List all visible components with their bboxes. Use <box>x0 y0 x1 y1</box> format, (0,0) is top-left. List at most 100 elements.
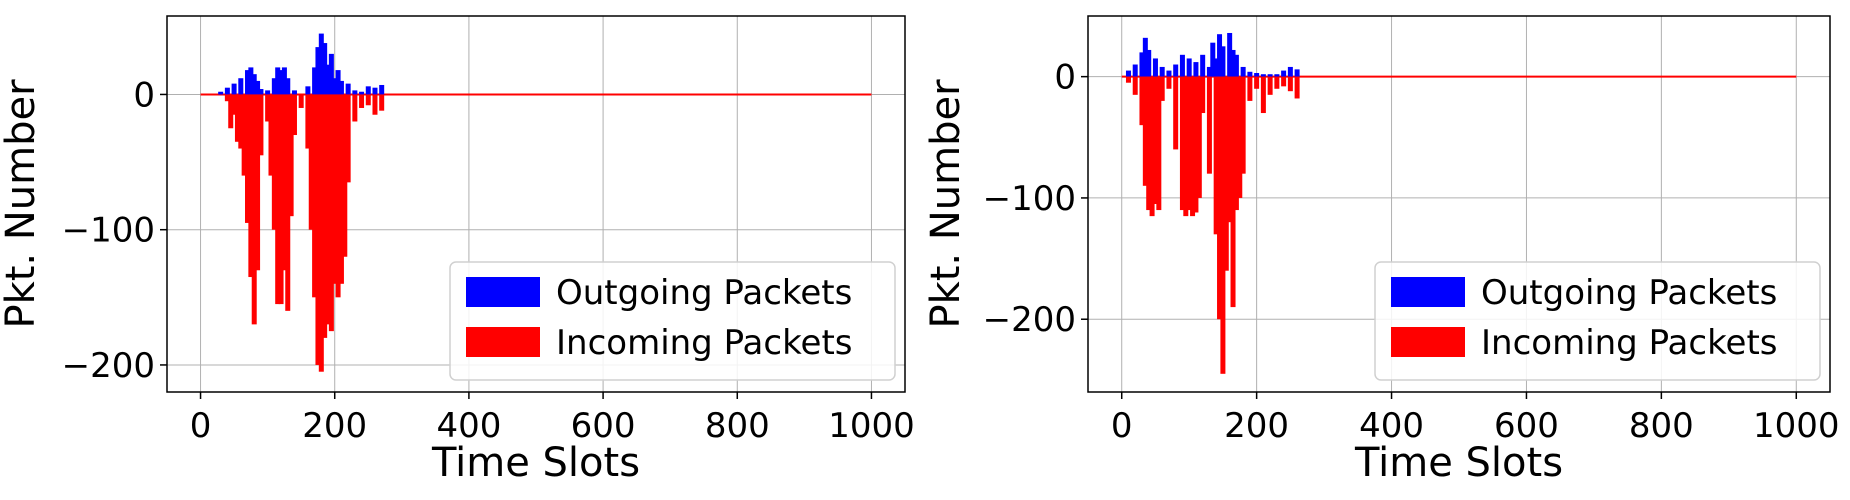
y-tick-label: −200 <box>62 346 155 386</box>
incoming-bar <box>1139 76 1145 126</box>
incoming-bar <box>1196 76 1202 198</box>
outgoing-bar <box>1220 46 1226 77</box>
outgoing-bar <box>285 78 291 95</box>
incoming-bar <box>248 94 254 278</box>
outgoing-bar <box>265 90 271 95</box>
y-tick-label: −200 <box>983 300 1076 340</box>
incoming-bar <box>1156 76 1162 211</box>
incoming-bar <box>332 94 338 284</box>
legend-label-outgoing: Outgoing Packets <box>1481 273 1777 313</box>
incoming-bar <box>298 94 304 108</box>
outgoing-bar <box>1213 58 1219 77</box>
incoming-bar <box>365 94 371 106</box>
outgoing-bar <box>271 78 277 95</box>
outgoing-bar <box>352 90 358 95</box>
x-axis-label: Time Slots <box>1354 440 1563 486</box>
outgoing-bar <box>281 67 287 95</box>
incoming-bar <box>1260 76 1266 114</box>
outgoing-bar <box>335 70 341 95</box>
legend-swatch-outgoing <box>1391 277 1465 307</box>
incoming-bar <box>1132 76 1138 95</box>
outgoing-bar <box>325 64 331 95</box>
legend-label-outgoing: Outgoing Packets <box>556 273 852 313</box>
incoming-bar <box>315 94 321 365</box>
x-tick-label: 0 <box>1111 406 1133 446</box>
legend-label-incoming: Incoming Packets <box>1481 323 1778 363</box>
outgoing-series <box>1125 32 1300 77</box>
chart-left: 0 200 400 600 800 1000 −200 −100 0 Time Slots Pkt.… <box>0 15 915 486</box>
outgoing-bar <box>1287 66 1293 77</box>
legend-box <box>1374 261 1821 381</box>
incoming-bar <box>1230 76 1236 308</box>
incoming-bar <box>312 94 318 298</box>
outgoing-bar <box>1125 70 1131 77</box>
incoming-bar <box>1294 76 1300 99</box>
incoming-bar <box>342 94 348 257</box>
incoming-bar <box>275 94 281 305</box>
outgoing-bar <box>255 80 261 95</box>
outgoing-bar <box>278 70 284 95</box>
outgoing-bar <box>245 70 251 95</box>
outgoing-bar <box>1217 34 1223 77</box>
outgoing-bar <box>1254 73 1260 77</box>
incoming-bar <box>1159 76 1165 101</box>
x-tick-label: 400 <box>1359 406 1424 446</box>
outgoing-bar <box>291 90 297 95</box>
x-tick-label: 800 <box>1629 406 1694 446</box>
incoming-bar <box>1274 76 1280 89</box>
outgoing-bar <box>1260 74 1266 77</box>
incoming-bar <box>1267 76 1273 95</box>
x-tick-label: 1000 <box>1753 406 1840 446</box>
incoming-bar <box>305 94 311 149</box>
legend: Outgoing Packets Incoming Packets <box>449 261 896 381</box>
outgoing-bar <box>231 83 237 95</box>
outgoing-bar <box>1139 52 1145 77</box>
outgoing-bar <box>238 78 244 95</box>
incoming-series <box>224 94 385 372</box>
outgoing-bar <box>1146 49 1152 77</box>
outgoing-bar <box>275 67 281 95</box>
outgoing-bar <box>218 91 224 95</box>
outgoing-bar <box>1210 42 1216 77</box>
y-axis-label: Pkt. Number <box>923 79 969 329</box>
legend: Outgoing Packets Incoming Packets <box>1374 261 1821 381</box>
incoming-bar <box>325 94 331 325</box>
incoming-bar <box>255 94 261 271</box>
incoming-bar <box>1220 76 1226 374</box>
chart-right: 0 200 400 600 800 1000 −200 −100 0 Time Slots Pkt.… <box>923 15 1840 486</box>
outgoing-bar <box>1267 74 1273 77</box>
legend-swatch-incoming <box>1391 327 1465 357</box>
incoming-bar <box>1186 76 1192 211</box>
incoming-bar <box>1193 76 1199 213</box>
outgoing-bar <box>332 78 338 95</box>
incoming-bar <box>1146 76 1152 211</box>
incoming-bar <box>1166 76 1172 89</box>
outgoing-bar <box>1233 54 1239 77</box>
x-tick-label: 1000 <box>828 406 915 446</box>
incoming-bar <box>1149 76 1155 217</box>
incoming-bar <box>1223 76 1229 271</box>
incoming-bar <box>1237 76 1243 198</box>
x-tick-label: 0 <box>190 406 212 446</box>
incoming-bar <box>1281 76 1287 87</box>
outgoing-bar <box>1227 32 1233 77</box>
incoming-bar <box>308 94 314 230</box>
outgoing-bar <box>372 87 378 95</box>
outgoing-bar <box>248 67 254 95</box>
outgoing-bar <box>315 47 321 95</box>
incoming-bar <box>241 94 247 176</box>
incoming-bar <box>278 94 284 305</box>
plot-frame <box>1087 15 1831 393</box>
outgoing-bar <box>224 87 230 95</box>
outgoing-bar <box>318 33 324 95</box>
incoming-bar <box>265 94 271 122</box>
incoming-bar <box>1200 76 1206 114</box>
legend-swatch-outgoing <box>466 277 540 307</box>
incoming-bar <box>1233 76 1239 211</box>
incoming-bar <box>1227 76 1233 223</box>
outgoing-series <box>218 33 385 95</box>
incoming-bar <box>291 94 297 136</box>
outgoing-bar <box>1294 69 1300 77</box>
outgoing-bar <box>1173 64 1179 77</box>
outgoing-bar <box>1142 37 1148 77</box>
